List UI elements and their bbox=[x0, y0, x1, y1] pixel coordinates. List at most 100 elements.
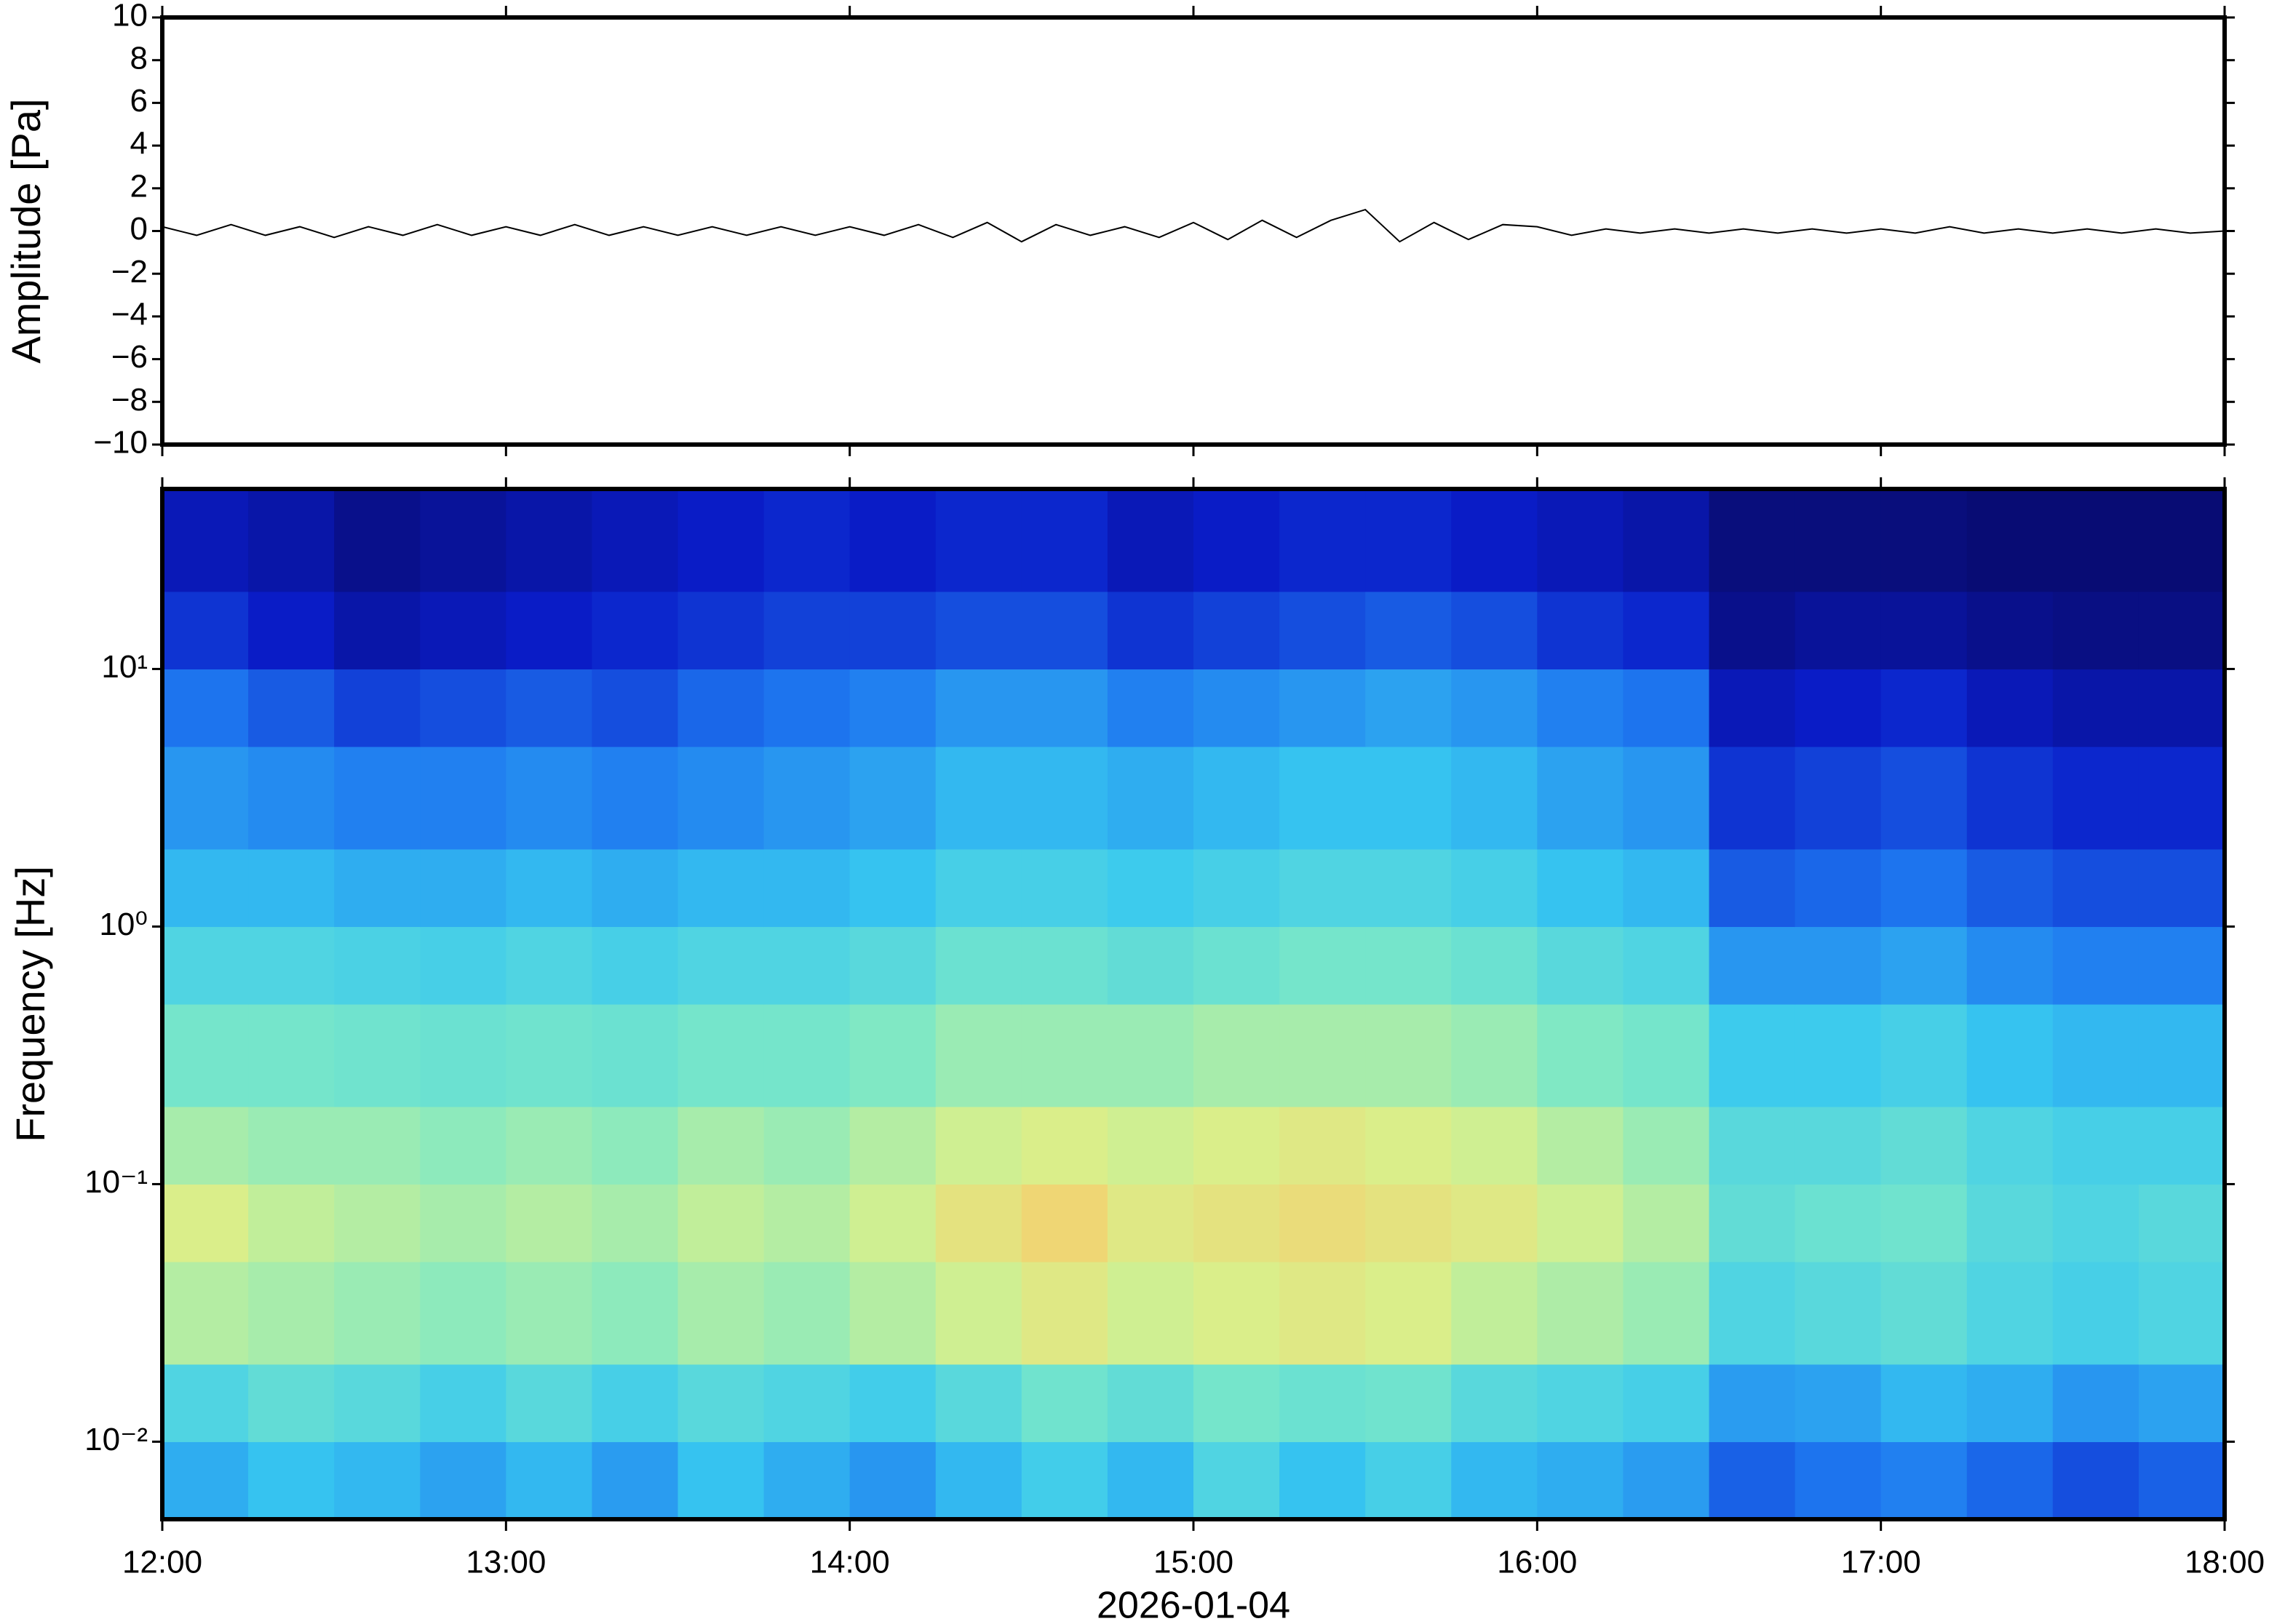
heatmap-cell bbox=[506, 1364, 593, 1443]
heatmap-cell bbox=[763, 1004, 851, 1107]
heatmap-cell bbox=[763, 669, 851, 747]
heatmap-cell bbox=[935, 1106, 1022, 1185]
heatmap-cell bbox=[1193, 926, 1280, 1005]
heatmap-cell bbox=[334, 1441, 421, 1520]
heatmap-cell bbox=[849, 591, 937, 670]
heatmap-cell bbox=[1107, 1441, 1194, 1520]
heatmap-cell bbox=[1880, 747, 1968, 850]
heatmap-cell bbox=[420, 1106, 506, 1185]
heatmap-cell bbox=[1623, 1184, 1710, 1262]
heatmap-cell bbox=[1107, 1004, 1194, 1107]
heatmap-cell bbox=[420, 591, 506, 670]
heatmap-cell bbox=[2138, 848, 2225, 928]
heatmap-cell bbox=[1795, 747, 1882, 850]
heatmap-cell bbox=[420, 1364, 506, 1443]
heatmap-cell bbox=[935, 489, 1022, 592]
heatmap-cell bbox=[677, 1184, 765, 1262]
heatmap-cell bbox=[677, 848, 765, 928]
heatmap-cell bbox=[506, 1004, 593, 1107]
heatmap-cell bbox=[334, 591, 421, 670]
heatmap-cell bbox=[2052, 591, 2139, 670]
heatmap-cell bbox=[1279, 1184, 1366, 1262]
heatmap-cell bbox=[677, 1441, 765, 1520]
heatmap-cell bbox=[1966, 591, 2054, 670]
heatmap-cell bbox=[162, 747, 249, 850]
heatmap-cell bbox=[1795, 489, 1882, 592]
heatmap-cell bbox=[849, 1262, 937, 1365]
y-tick-label: 6 bbox=[130, 83, 148, 119]
heatmap-cell bbox=[1365, 1004, 1452, 1107]
heatmap-cell bbox=[1623, 1004, 1710, 1107]
heatmap-cell bbox=[334, 1004, 421, 1107]
heatmap-cell bbox=[420, 1262, 506, 1365]
heatmap-cell bbox=[334, 1364, 421, 1443]
heatmap-cell bbox=[334, 747, 421, 850]
heatmap-cell bbox=[1880, 1262, 1968, 1365]
heatmap-cell bbox=[506, 747, 593, 850]
heatmap-cell bbox=[1279, 848, 1366, 928]
heatmap-cell bbox=[1709, 1004, 1796, 1107]
heatmap-cell bbox=[1451, 591, 1538, 670]
heatmap-cell bbox=[1193, 1184, 1280, 1262]
heatmap-cell bbox=[1279, 1364, 1366, 1443]
heatmap-cell bbox=[1795, 1262, 1882, 1365]
heatmap-cell bbox=[592, 848, 679, 928]
heatmap-cell bbox=[1279, 1441, 1366, 1520]
heatmap-cell bbox=[2138, 1004, 2225, 1107]
heatmap-cell bbox=[1880, 669, 1968, 747]
heatmap-cell bbox=[1365, 926, 1452, 1005]
heatmap-cell bbox=[506, 1184, 593, 1262]
heatmap-cell bbox=[162, 1364, 249, 1443]
heatmap-cell bbox=[1021, 1106, 1108, 1185]
heatmap-cell bbox=[1021, 1184, 1108, 1262]
y-tick-label: 10⁻² bbox=[84, 1422, 148, 1457]
heatmap-cell bbox=[1107, 848, 1194, 928]
heatmap-cell bbox=[849, 669, 937, 747]
heatmap-cell bbox=[2138, 1184, 2225, 1262]
heatmap-cell bbox=[1193, 669, 1280, 747]
heatmap-cell bbox=[1880, 1184, 1968, 1262]
heatmap-cell bbox=[1795, 1364, 1882, 1443]
heatmap-cell bbox=[1107, 926, 1194, 1005]
heatmap-cell bbox=[334, 669, 421, 747]
heatmap-cell bbox=[162, 1441, 249, 1520]
heatmap-cell bbox=[592, 1106, 679, 1185]
heatmap-cell bbox=[1709, 1184, 1796, 1262]
heatmap-cell bbox=[763, 926, 851, 1005]
heatmap-cell bbox=[1451, 1364, 1538, 1443]
y-tick-label: −10 bbox=[93, 425, 148, 461]
heatmap-cell bbox=[2052, 1184, 2139, 1262]
heatmap-cell bbox=[2052, 489, 2139, 592]
heatmap-cell bbox=[1279, 1262, 1366, 1365]
heatmap-cell bbox=[1365, 1364, 1452, 1443]
heatmap-cell bbox=[1021, 747, 1108, 850]
heatmap-cell bbox=[1451, 489, 1538, 592]
heatmap-cell bbox=[1279, 926, 1366, 1005]
y-tick-label: 10¹ bbox=[101, 649, 148, 685]
heatmap-cell bbox=[248, 1004, 335, 1107]
heatmap-cell bbox=[1193, 1441, 1280, 1520]
heatmap-cell bbox=[248, 848, 335, 928]
heatmap-cell bbox=[420, 848, 506, 928]
heatmap-cell bbox=[935, 1262, 1022, 1365]
heatmap-cell bbox=[506, 1262, 593, 1365]
heatmap-cell bbox=[1795, 848, 1882, 928]
heatmap-cell bbox=[677, 1106, 765, 1185]
heatmap-cell bbox=[1107, 1262, 1194, 1365]
heatmap-cell bbox=[1537, 591, 1624, 670]
y-tick-label: −8 bbox=[111, 382, 148, 418]
heatmap-cell bbox=[1537, 1441, 1624, 1520]
heatmap-cell bbox=[1279, 1004, 1366, 1107]
heatmap-cell bbox=[935, 1364, 1022, 1443]
heatmap-cell bbox=[592, 926, 679, 1005]
heatmap-cell bbox=[2138, 669, 2225, 747]
heatmap-cell bbox=[677, 489, 765, 592]
heatmap-cell bbox=[1709, 1262, 1796, 1365]
heatmap-cell bbox=[1451, 669, 1538, 747]
waveform bbox=[162, 208, 2225, 243]
x-tick-label: 16:00 bbox=[1497, 1545, 1577, 1580]
heatmap-cell bbox=[1451, 1262, 1538, 1365]
heatmap-cell bbox=[2052, 1106, 2139, 1185]
heatmap-cell bbox=[1537, 1004, 1624, 1107]
heatmap-cell bbox=[1966, 1004, 2054, 1107]
